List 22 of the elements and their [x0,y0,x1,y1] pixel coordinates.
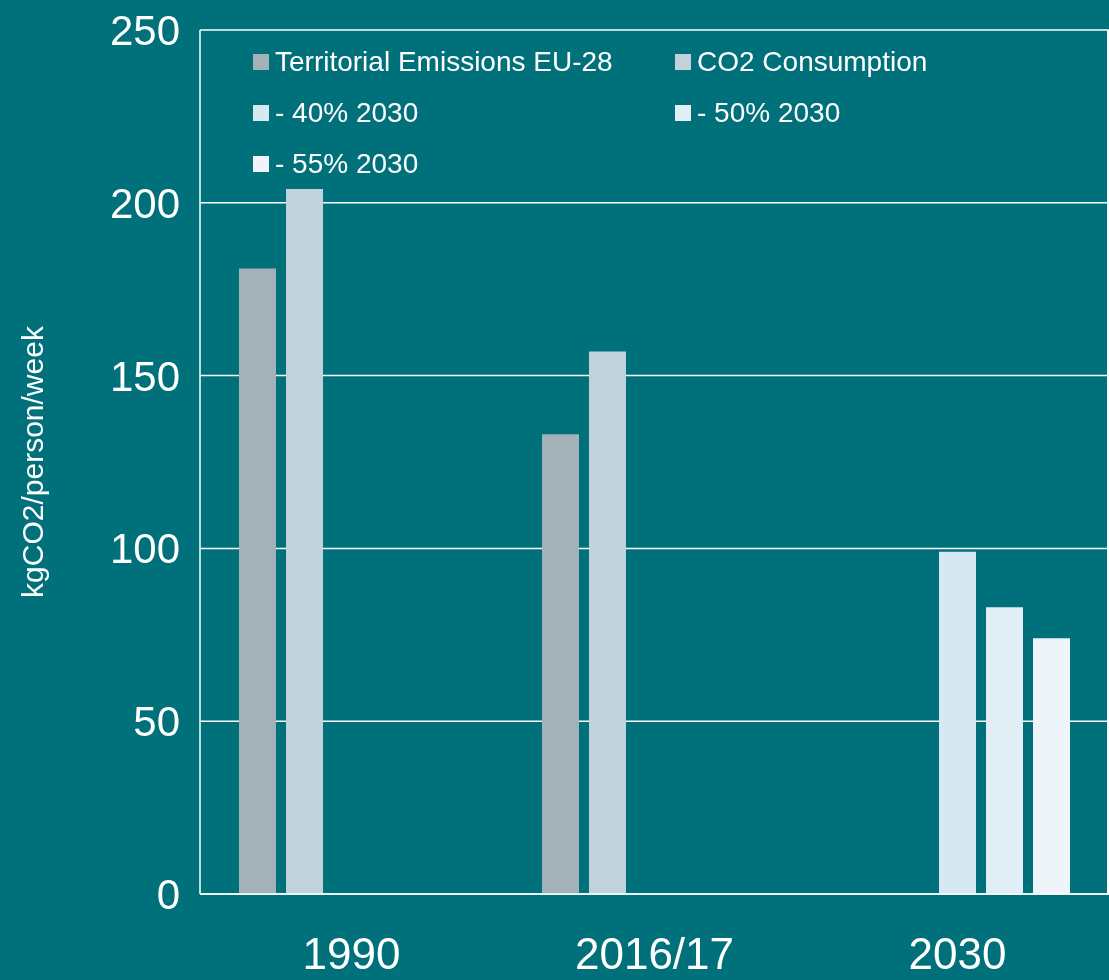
legend-label: Territorial Emissions EU-28 [275,45,613,78]
legend-label: - 40% 2030 [275,96,419,129]
y-tick-label: 250 [109,6,180,54]
bar [542,434,579,894]
legend-label: CO2 Consumption [697,45,928,78]
y-tick-label: 100 [109,525,180,573]
y-tick-label: 150 [109,352,180,400]
bar [986,607,1023,894]
x-tick-label: 1990 [302,929,401,979]
legend-label: - 50% 2030 [697,96,841,129]
y-tick-label: 50 [133,698,180,746]
x-tick-label: 2016/17 [574,929,735,979]
bar [239,268,276,894]
bar [1033,638,1070,894]
legend-label: - 55% 2030 [275,147,419,180]
y-tick-label: 0 [156,870,180,918]
bar [589,351,626,894]
x-tick-label: 2030 [908,929,1007,979]
bar [939,551,976,894]
y-tick-label: 200 [109,179,180,227]
y-axis-title: kgCO2/person/week [15,325,49,598]
bar [286,188,323,894]
